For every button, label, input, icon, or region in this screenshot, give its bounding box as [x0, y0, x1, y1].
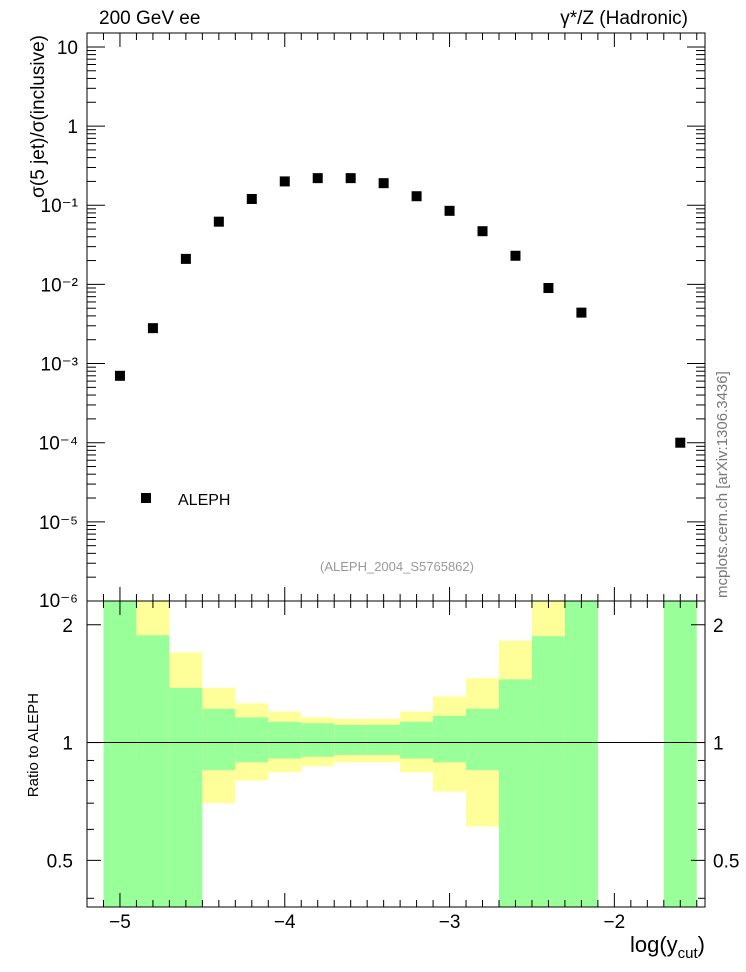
legend-label: ALEPH — [178, 492, 230, 509]
ratio-y-tick-label-right: 0.5 — [713, 851, 739, 872]
data-point — [675, 437, 686, 448]
data-point — [477, 226, 488, 237]
ratio-bands — [87, 601, 705, 907]
ratio-inner-band-10 — [433, 715, 467, 763]
x-tick-label: −5 — [109, 912, 131, 933]
y-tick-label: 1 — [67, 117, 78, 138]
header-left: 200 GeV ee — [99, 8, 201, 29]
ratio-inner-band-13 — [531, 636, 565, 907]
axis-ticks — [86, 33, 705, 907]
data-point — [246, 193, 257, 204]
data-point — [279, 176, 290, 187]
side-label: mcplots.cern.ch [arXiv:1306.3436] — [714, 371, 731, 598]
ratio-inner-band-12 — [499, 679, 532, 907]
ratio-y-tick-label: 0.5 — [47, 851, 73, 872]
x-tick-label: −4 — [274, 912, 296, 933]
ratio-frame — [86, 600, 706, 908]
y-tick-label: 10⁻⁵ — [39, 513, 78, 534]
ratio-inner-band-5 — [268, 721, 302, 759]
ratio-inner-band-3 — [202, 708, 236, 771]
tick-labels: 10 1 10⁻¹ 10⁻² 10⁻³ 10⁻⁴ 10⁻⁵ 10⁻⁶ −5 −4 −3 −2 0.5 0.… — [39, 38, 740, 933]
ratio-y-tick-label: 2 — [62, 616, 73, 637]
data-point — [411, 191, 422, 202]
x-tick-label: −2 — [604, 912, 626, 933]
ratio-inner-band-14 — [564, 601, 598, 907]
ratio-y-tick-label-right: 2 — [713, 616, 724, 637]
analysis-label: (ALEPH_2004_S5765862) — [320, 559, 474, 574]
ratio-ylabel: Ratio to ALEPH — [25, 693, 42, 797]
y-tick-label: 10⁻² — [41, 275, 79, 296]
x-axis-label: log(ycut) — [630, 932, 705, 962]
y-tick-label: 10⁻⁶ — [39, 591, 78, 612]
y-tick-label: 10⁻¹ — [41, 196, 79, 217]
plot-frames — [86, 32, 706, 908]
ratio-inner-band-9 — [400, 721, 434, 759]
ratio-inner-band-4 — [235, 717, 269, 763]
main-frame — [86, 32, 706, 602]
data-point — [576, 307, 587, 318]
header-right: γ*/Z (Hadronic) — [560, 8, 688, 29]
data-point — [444, 205, 455, 216]
ratio-inner-band-0 — [103, 601, 137, 907]
y-tick-label: 10⁻⁴ — [39, 434, 78, 455]
data-point — [147, 323, 158, 334]
ratio-inner-band-11 — [466, 708, 499, 771]
data-point — [312, 173, 323, 184]
data-point — [345, 173, 356, 184]
ratio-y-tick-label-right: 1 — [713, 734, 724, 755]
data-point — [510, 250, 521, 261]
ratio-inner-band-1 — [136, 635, 170, 907]
data-point — [378, 178, 389, 189]
data-markers — [114, 173, 686, 448]
x-tick-label: −3 — [439, 912, 461, 933]
ratio-inner-band-15 — [663, 601, 697, 907]
y-tick-label: 10 — [57, 38, 78, 59]
ratio-y-tick-label: 1 — [62, 734, 73, 755]
ratio-inner-band-7 — [334, 724, 368, 755]
data-point — [543, 283, 554, 294]
ratio-inner-band-6 — [301, 723, 335, 757]
ratio-inner-band-2 — [169, 687, 203, 907]
data-point — [114, 370, 125, 381]
main-ylabel: σ(5 jet)/σ(inclusive) — [28, 35, 49, 198]
y-tick-label: 10⁻³ — [41, 355, 79, 376]
ratio-inner-band-8 — [367, 724, 401, 755]
data-point — [213, 216, 224, 227]
legend-marker — [141, 493, 151, 503]
data-point — [180, 253, 191, 264]
